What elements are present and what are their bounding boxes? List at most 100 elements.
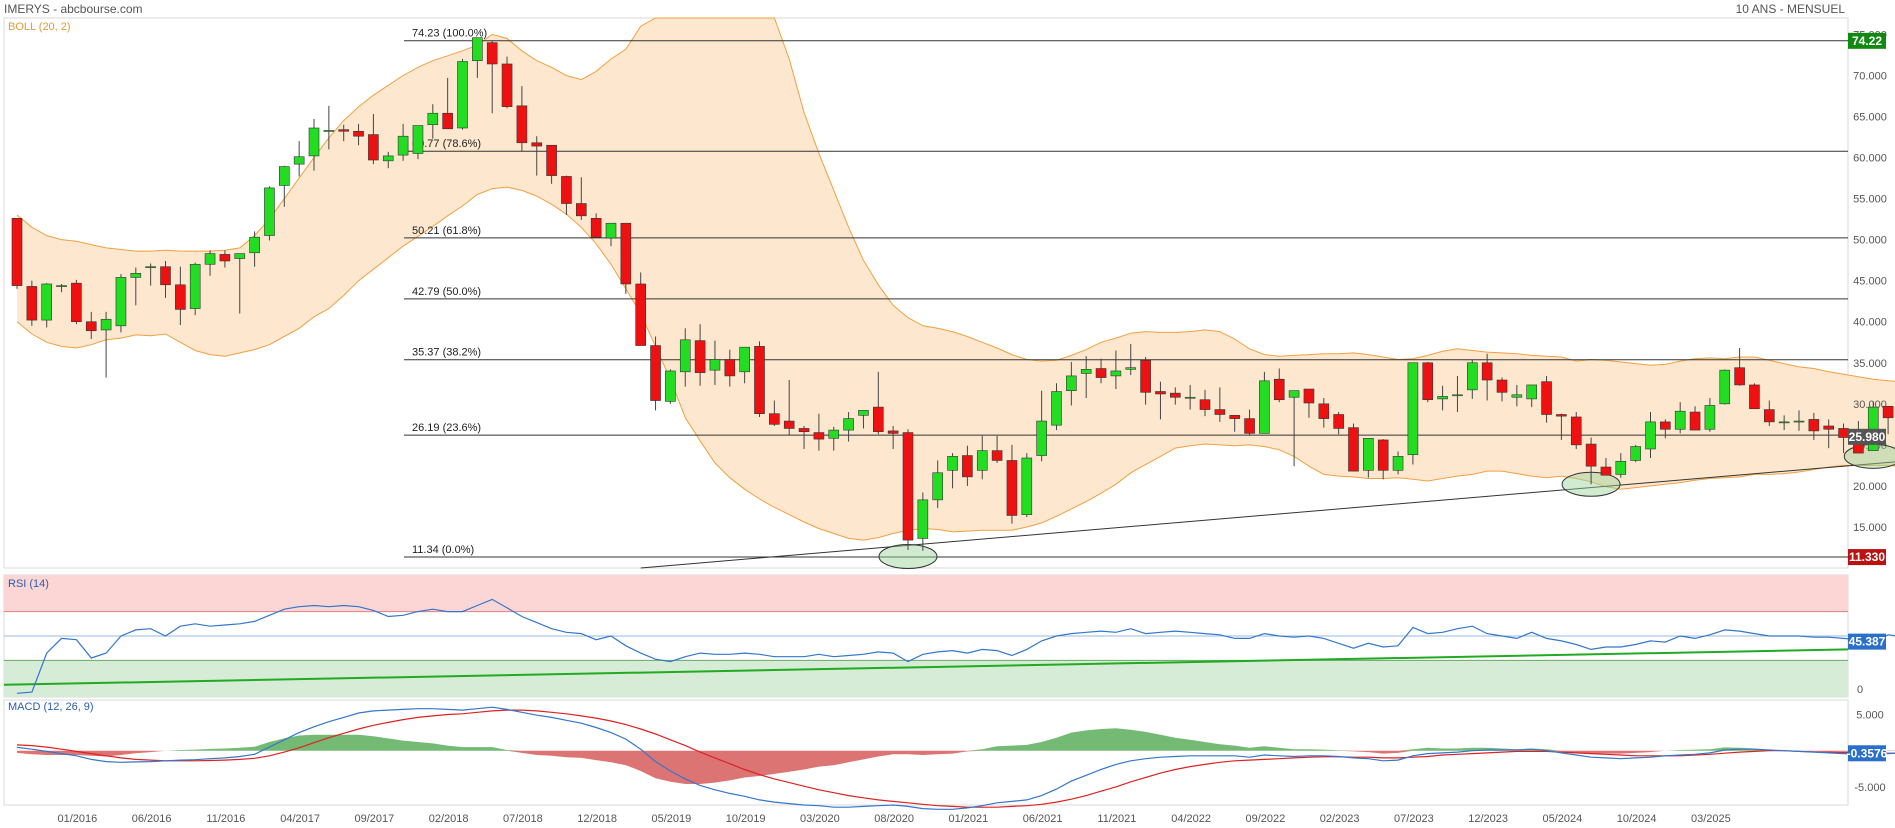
fib-label: 26.19 (23.6%) [412,422,481,434]
candle-body [635,283,647,346]
candle-body [1630,446,1641,461]
macd-y-tick-label: 5.000 [1856,709,1884,721]
candle-body [1348,427,1359,472]
candle-body [1615,460,1627,475]
symbol-title: IMERYS - abcbourse.com [4,2,143,16]
x-tick-label: 06/2021 [1023,813,1063,825]
candle-body [976,450,988,471]
candle-body [1095,368,1107,378]
price-y-tick-label: 35.000 [1853,358,1887,370]
candle-body [249,236,260,254]
candle-body [1778,421,1790,424]
candle-body [1660,421,1671,430]
candle-body [26,286,38,321]
x-tick-label: 05/2019 [652,813,692,825]
bollinger-band-fill [17,18,1895,541]
price-y-tick-label: 45.000 [1853,276,1887,288]
x-tick-label: 11/2021 [1097,813,1136,825]
x-tick-label: 05/2024 [1543,813,1583,825]
candle-body [100,318,112,331]
x-tick-label: 02/2018 [429,813,469,825]
candle-body [1377,439,1389,471]
x-tick-label: 10/2019 [726,813,766,825]
macd-histogram-positive [17,728,1895,751]
x-tick-label: 03/2020 [800,813,840,825]
candle-body [71,282,82,323]
price-panel: 15.00020.00025.00030.00035.00040.00045.0… [3,17,1895,570]
x-tick-label: 06/2016 [132,813,172,825]
candle-body [1600,466,1612,476]
candle-body [1259,380,1270,434]
candle-body [754,346,765,414]
candle-body [1481,362,1493,381]
candle-body [368,134,379,161]
candle-body [160,266,171,286]
candle-body [115,277,127,327]
candle-body [427,112,439,126]
candle-body [293,156,305,165]
candle-body [1838,428,1849,438]
candle-body [739,346,750,373]
price-y-tick-label: 15.000 [1853,522,1887,534]
x-tick-label: 12/2023 [1468,813,1508,825]
candle-body [1051,391,1062,426]
candle-body [1585,443,1597,467]
candle-body [1303,388,1315,404]
candle-body [1199,399,1211,410]
candle-body [1125,367,1137,370]
price-badge-label: 74.22 [1852,34,1882,48]
candle-body [56,285,67,287]
candle-body [605,222,617,239]
candle-body [516,105,528,144]
candle-body [546,144,557,176]
candle-body [665,370,676,402]
x-tick-label: 09/2017 [355,813,395,825]
candle-body [442,112,453,130]
x-tick-label: 02/2023 [1320,813,1360,825]
candle-body [1422,362,1434,401]
price-y-tick-label: 55.000 [1853,194,1887,206]
candle-body [798,428,810,433]
candle-body [85,321,97,332]
candle-body [1823,425,1834,430]
candle-body [1184,396,1196,399]
fib-label: 11.34 (0.0%) [412,544,474,556]
candle-body [1704,405,1716,430]
candle-body [679,339,691,373]
candle-body [1882,405,1894,419]
candle-body [813,432,825,440]
candle-body [1333,414,1344,429]
candle-body [219,254,231,262]
candle-body [843,418,854,431]
candle-body [486,42,498,65]
candle-body [1793,420,1805,423]
candle-body [1170,392,1181,398]
candle-body [1689,411,1701,431]
candle-body [1392,456,1404,471]
fib-label: 60.77 (78.6%) [412,138,481,150]
x-tick-label: 01/2021 [949,813,989,825]
candle-body [620,222,632,285]
candle-body [1229,415,1240,419]
candle-body [1140,360,1151,393]
macd-line [16,706,1895,810]
x-tick-label: 03/2025 [1691,813,1731,825]
candle-body [1749,384,1760,410]
candle-body [278,166,290,186]
candle-body [575,203,587,217]
candle-body [561,176,572,204]
x-tick-label: 10/2024 [1617,813,1657,825]
fib-label: 42.79 (50.0%) [412,286,481,298]
candle-body [1244,418,1255,434]
rsi-y-tick-label: 0 [1857,684,1863,696]
candle-body [917,499,929,539]
candle-body [145,266,156,269]
candle-body [204,253,216,265]
candle-body [412,125,424,154]
candle-body [1674,410,1686,430]
candle-body [308,127,320,157]
candle-body [1110,370,1122,377]
candle-body [858,410,869,416]
macd-signal-line [16,709,1895,808]
candle-body [1496,379,1508,393]
